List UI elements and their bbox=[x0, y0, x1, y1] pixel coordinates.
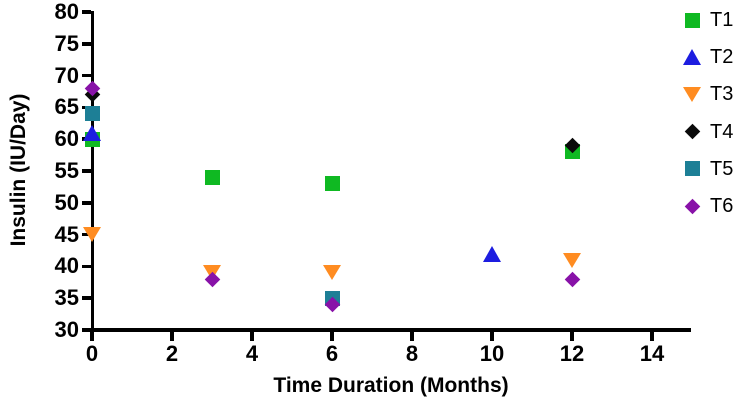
legend-item: T1 bbox=[680, 1, 750, 38]
x-tick bbox=[170, 331, 174, 341]
x-tick-label: 8 bbox=[405, 341, 419, 366]
legend-label: T2 bbox=[710, 46, 734, 69]
x-tick bbox=[410, 331, 414, 341]
x-tick bbox=[90, 331, 94, 341]
x-tick-label: 14 bbox=[639, 341, 665, 366]
y-tick-label: 30 bbox=[54, 317, 79, 342]
data-point-diamond bbox=[684, 123, 700, 140]
y-tick-label: 70 bbox=[54, 62, 79, 88]
y-tick-label: 65 bbox=[54, 94, 79, 120]
x-tick-label: 0 bbox=[85, 341, 99, 366]
x-tick bbox=[490, 331, 494, 341]
legend-label: T3 bbox=[710, 83, 734, 106]
data-point-triangle-down bbox=[683, 86, 701, 102]
data-point-square bbox=[684, 161, 700, 177]
y-tick-label: 45 bbox=[54, 221, 79, 247]
y-tick-label: 35 bbox=[54, 285, 79, 311]
y-tick-label: 60 bbox=[54, 126, 79, 152]
data-point-triangle-down bbox=[563, 252, 581, 268]
data-point-triangle-down bbox=[83, 227, 101, 243]
x-tick-label: 2 bbox=[165, 341, 179, 366]
legend-item: T2 bbox=[680, 38, 750, 75]
y-axis-title: Insulin (IU/Day) bbox=[7, 93, 30, 247]
y-tick-label: 75 bbox=[54, 30, 79, 56]
data-point-triangle-up bbox=[483, 245, 501, 262]
data-point-square bbox=[324, 176, 340, 192]
data-point-diamond bbox=[564, 271, 580, 287]
x-tick bbox=[250, 331, 254, 341]
y-tick-label: 80 bbox=[54, 0, 79, 24]
y-tick bbox=[81, 296, 91, 300]
y-tick-label: 40 bbox=[54, 253, 79, 279]
x-tick-label: 12 bbox=[559, 341, 585, 366]
x-axis-line bbox=[90, 328, 691, 332]
legend-item: T4 bbox=[680, 113, 750, 150]
y-axis-line bbox=[90, 11, 94, 332]
data-point-square bbox=[84, 106, 100, 122]
x-tick-label: 10 bbox=[479, 341, 505, 366]
y-tick bbox=[81, 73, 91, 78]
x-tick bbox=[570, 331, 574, 341]
legend-item: T5 bbox=[680, 150, 750, 187]
legend-item: T6 bbox=[680, 187, 750, 224]
data-point-square bbox=[684, 12, 700, 28]
legend-label: T1 bbox=[710, 9, 734, 31]
y-tick bbox=[81, 328, 91, 332]
x-tick bbox=[650, 331, 654, 341]
x-tick-label: 6 bbox=[325, 341, 339, 366]
legend-item: T3 bbox=[680, 75, 750, 112]
y-tick bbox=[81, 264, 91, 269]
data-point-diamond bbox=[684, 198, 700, 214]
data-point-triangle-up bbox=[83, 124, 101, 141]
y-tick bbox=[81, 169, 91, 173]
x-tick bbox=[330, 331, 334, 341]
legend-label: T5 bbox=[710, 157, 734, 180]
legend-label: T4 bbox=[710, 120, 734, 143]
y-tick bbox=[81, 42, 91, 46]
y-tick bbox=[81, 10, 91, 14]
data-point-triangle-down bbox=[323, 265, 341, 281]
y-tick bbox=[81, 201, 91, 205]
y-tick-label: 55 bbox=[54, 158, 79, 183]
x-axis-title: Time Duration (Months) bbox=[273, 374, 509, 397]
data-point-square bbox=[204, 169, 220, 185]
x-tick-label: 4 bbox=[245, 341, 259, 366]
legend-label: T6 bbox=[710, 195, 734, 217]
y-tick-label: 50 bbox=[54, 189, 79, 215]
data-point-triangle-up bbox=[683, 49, 701, 66]
